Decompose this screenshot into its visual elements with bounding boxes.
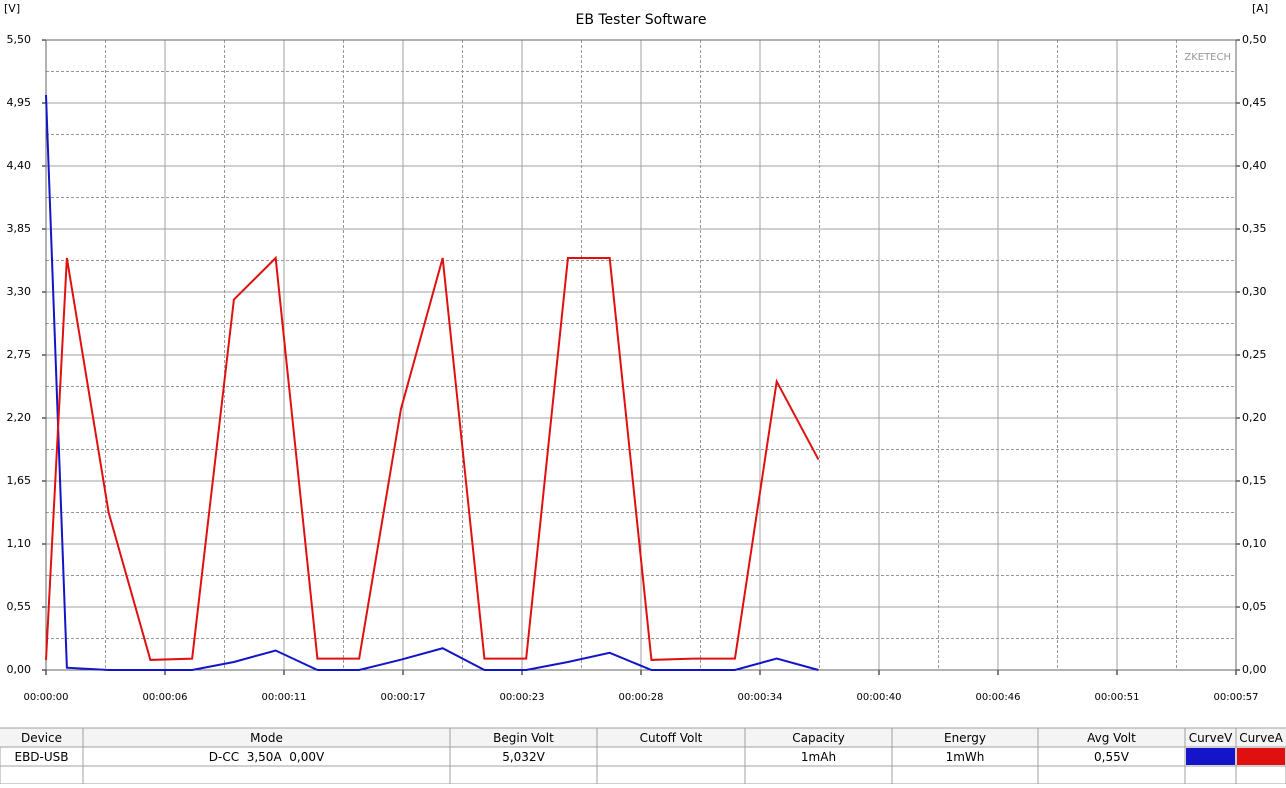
x-tick-label: 00:00:28 [619,692,664,703]
x-tick-label: 00:00:23 [500,692,545,703]
column-header: Cutoff Volt [640,731,703,745]
y-tick-label: 1,65 [7,474,32,487]
curve-swatch [1237,748,1285,765]
y2-tick-label: 0,50 [1242,33,1267,46]
column-header: Capacity [792,731,844,745]
chart-title: EB Tester Software [575,12,706,28]
y-tick-label: 3,85 [7,222,32,235]
y2-tick-label: 0,10 [1242,537,1267,550]
y2-tick-label: 0,05 [1242,600,1267,613]
column-header: Mode [250,731,283,745]
y-tick-label: 4,95 [7,96,32,109]
y-tick-label: 4,40 [7,159,32,172]
table-cell: 5,032V [502,750,545,764]
column-header: Avg Volt [1087,731,1136,745]
y2-tick-label: 0,30 [1242,285,1267,298]
curve-swatch [1186,748,1235,765]
y-tick-label: 0,00 [7,663,32,676]
x-tick-label: 00:00:17 [381,692,426,703]
x-tick-label: 00:00:40 [857,692,902,703]
y-tick-label: 3,30 [7,285,32,298]
y2-axis-label: [A] [1252,2,1268,15]
column-header: Begin Volt [493,731,554,745]
table-cell: D-CC 3,50A 0,00V [209,750,325,764]
column-header: CurveA [1239,731,1283,745]
y-tick-label: 2,20 [7,411,32,424]
y-tick-label: 5,50 [7,33,32,46]
x-tick-label: 00:00:06 [143,692,188,703]
y2-tick-label: 0,40 [1242,159,1267,172]
y2-tick-label: 0,15 [1242,474,1267,487]
table-header-bg [0,728,1286,747]
y-tick-label: 1,10 [7,537,32,550]
y2-tick-label: 0,20 [1242,411,1267,424]
y2-tick-label: 0,25 [1242,348,1267,361]
y-tick-label: 0,55 [7,600,32,613]
watermark: ZKETECH [1184,52,1231,63]
table-cell: 1mAh [801,750,836,764]
y2-tick-label: 0,35 [1242,222,1267,235]
series-line [45,94,819,671]
x-tick-label: 00:00:34 [738,692,783,703]
x-tick-label: 00:00:51 [1095,692,1140,703]
table-cell: 1mWh [946,750,985,764]
column-header: Energy [944,731,986,745]
y-axis-label: [V] [4,2,20,15]
column-header: CurveV [1189,731,1233,745]
x-tick-label: 00:00:46 [976,692,1021,703]
y2-tick-label: 0,00 [1242,663,1267,676]
table-cell: EBD-USB [14,750,68,764]
y2-tick-label: 0,45 [1242,96,1267,109]
x-tick-label: 00:00:57 [1214,692,1259,703]
x-tick-label: 00:00:11 [262,692,307,703]
y-tick-label: 2,75 [7,348,32,361]
column-header: Device [21,731,62,745]
plot-frame [45,39,1237,671]
table-cell: 0,55V [1094,750,1130,764]
series-line [45,255,820,661]
x-tick-label: 00:00:00 [24,692,69,703]
